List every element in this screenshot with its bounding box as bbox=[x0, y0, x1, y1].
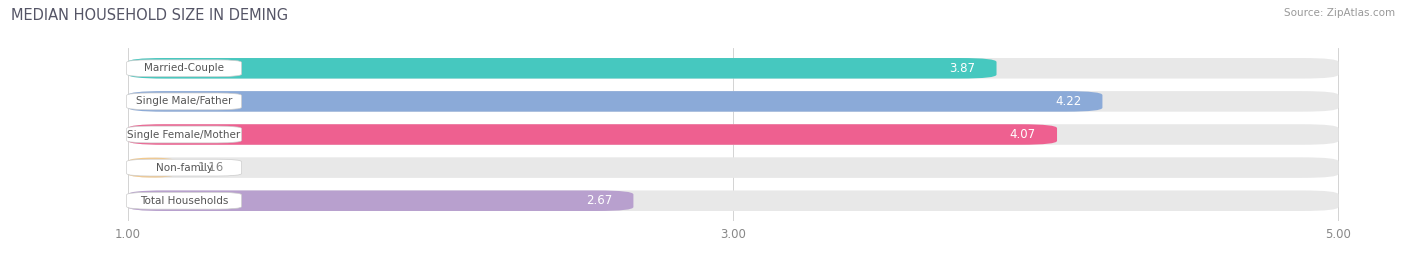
FancyBboxPatch shape bbox=[128, 190, 633, 211]
Text: 2.67: 2.67 bbox=[586, 194, 612, 207]
FancyBboxPatch shape bbox=[127, 159, 242, 176]
FancyBboxPatch shape bbox=[127, 60, 242, 77]
FancyBboxPatch shape bbox=[127, 93, 242, 110]
Text: Non-family: Non-family bbox=[156, 162, 212, 173]
FancyBboxPatch shape bbox=[128, 157, 1339, 178]
FancyBboxPatch shape bbox=[127, 126, 242, 143]
FancyBboxPatch shape bbox=[127, 192, 242, 209]
FancyBboxPatch shape bbox=[128, 157, 177, 178]
FancyBboxPatch shape bbox=[128, 58, 1339, 79]
FancyBboxPatch shape bbox=[128, 124, 1339, 145]
FancyBboxPatch shape bbox=[128, 124, 1057, 145]
Text: 1.16: 1.16 bbox=[198, 161, 224, 174]
Text: 4.07: 4.07 bbox=[1010, 128, 1036, 141]
Text: Single Male/Father: Single Male/Father bbox=[136, 96, 232, 107]
FancyBboxPatch shape bbox=[128, 91, 1102, 112]
Text: 4.22: 4.22 bbox=[1054, 95, 1081, 108]
Text: MEDIAN HOUSEHOLD SIZE IN DEMING: MEDIAN HOUSEHOLD SIZE IN DEMING bbox=[11, 8, 288, 23]
Text: Single Female/Mother: Single Female/Mother bbox=[128, 129, 240, 140]
FancyBboxPatch shape bbox=[128, 91, 1339, 112]
Text: Total Households: Total Households bbox=[139, 196, 228, 206]
FancyBboxPatch shape bbox=[128, 190, 1339, 211]
Text: Married-Couple: Married-Couple bbox=[143, 63, 224, 73]
Text: Source: ZipAtlas.com: Source: ZipAtlas.com bbox=[1284, 8, 1395, 18]
FancyBboxPatch shape bbox=[128, 58, 997, 79]
Text: 3.87: 3.87 bbox=[949, 62, 976, 75]
